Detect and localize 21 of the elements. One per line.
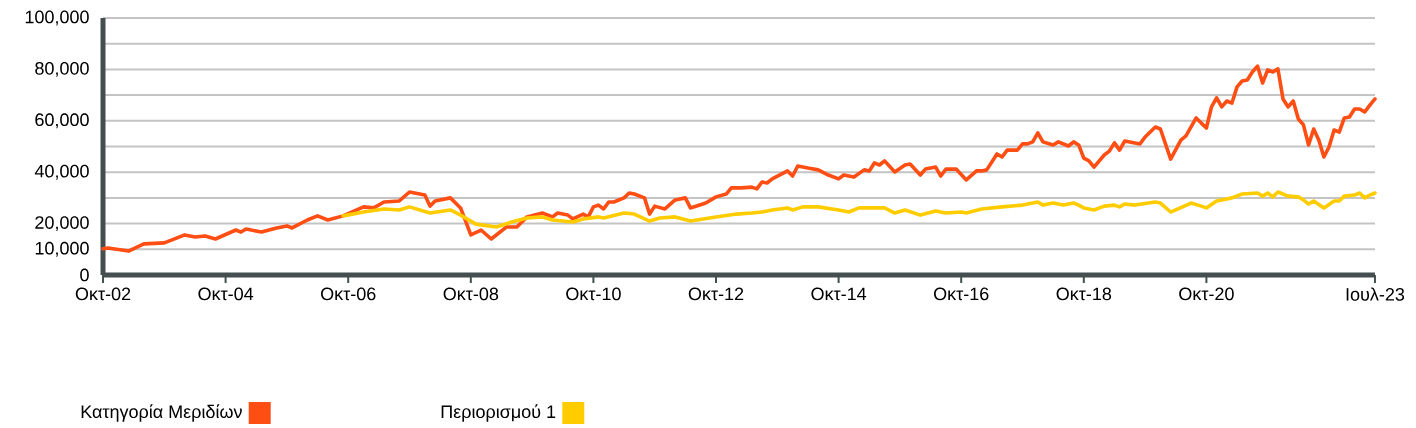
x-tick-label: Οκτ-02 [75,287,131,301]
y-tick-label: 0 [80,268,89,282]
line-series [101,64,1377,253]
y-tick-label: 100,000 [25,10,89,26]
y-tick-label: 10,000 [35,241,89,257]
x-tick-label: Οκτ-12 [688,287,744,301]
x-tick-label: Οκτ-18 [1056,287,1112,301]
y-tick-label: 20,000 [35,216,89,232]
x-tick-label: Οκτ-04 [198,287,254,301]
y-tick-label: 60,000 [35,113,89,129]
legend-label: Περιορισμού 1 [441,404,556,422]
x-tick-label: Οκτ-20 [1179,287,1234,301]
x-tick-label: Οκτ-08 [443,287,499,301]
y-tick-label: 40,000 [34,164,89,180]
x-tick-label: Οκτ-16 [933,287,989,301]
legend-label: Κατηγορία Μεριδίων [81,404,242,422]
x-tick-label: Οκτ-06 [321,287,376,301]
x-tick-label: Οκτ-10 [566,287,621,301]
x-tick-label: Οκτ-14 [811,287,867,301]
y-tick-label: 80,000 [35,61,89,77]
x-tick-label: Ιουλ-23 [1346,287,1405,301]
